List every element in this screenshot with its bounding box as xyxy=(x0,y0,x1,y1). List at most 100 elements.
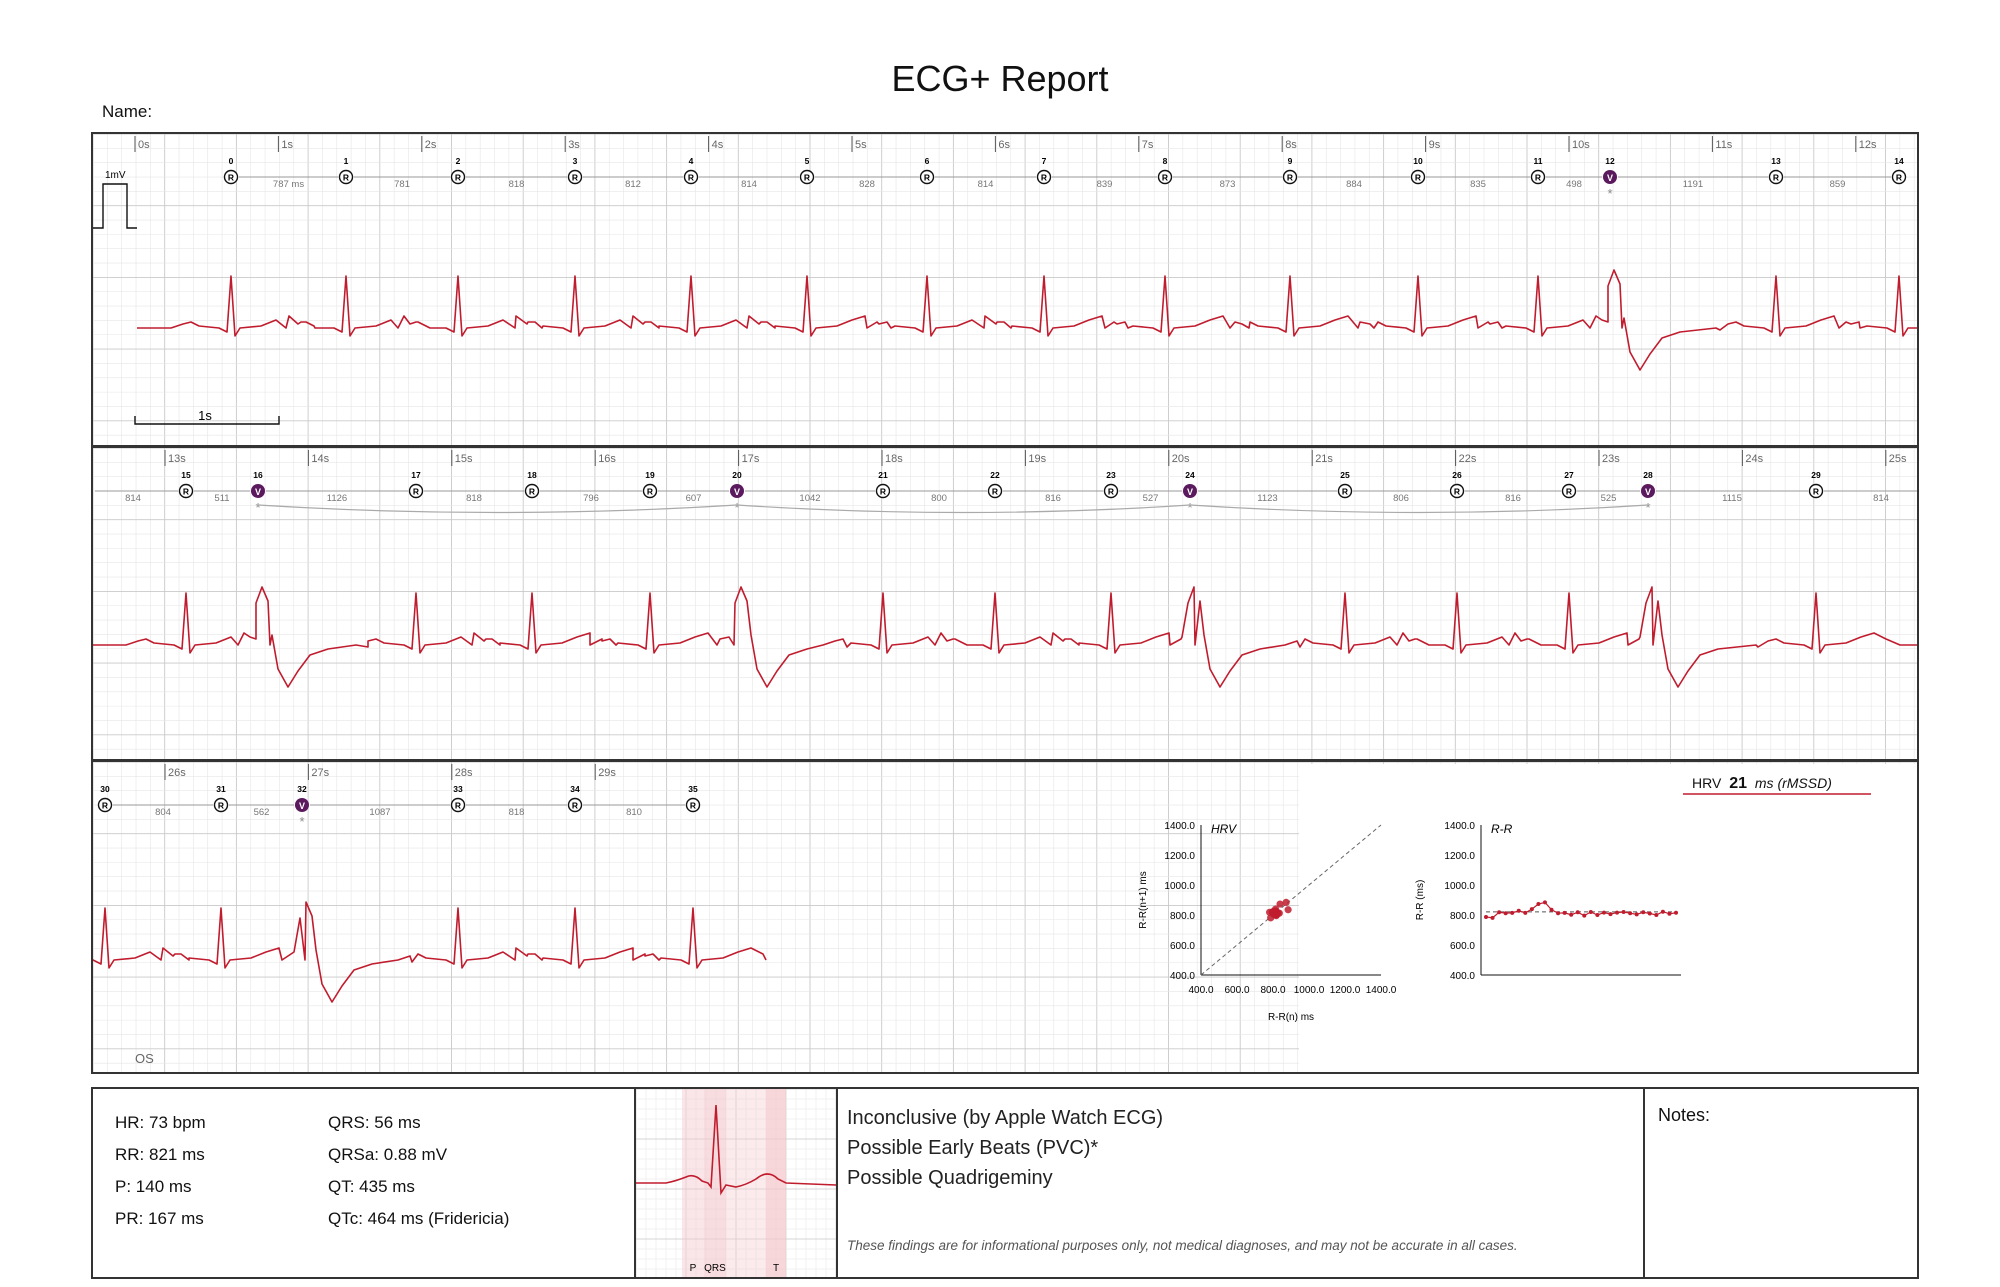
beat-number: 17 xyxy=(411,470,421,480)
beat-number: 28 xyxy=(1643,470,1653,480)
poincare-x-tick: 600.0 xyxy=(1224,985,1249,996)
beat-type: V xyxy=(299,801,305,811)
beat-type: R xyxy=(1535,173,1541,183)
identity-line xyxy=(1200,824,1382,976)
second-label: 9s xyxy=(1429,139,1441,151)
beat-number: 2 xyxy=(456,156,461,166)
beat-type: V xyxy=(1187,487,1193,497)
notes-label: Notes: xyxy=(1658,1105,1711,1125)
rr-point xyxy=(1510,910,1515,915)
interval-label: 804 xyxy=(155,807,171,818)
beat-type: R xyxy=(343,173,349,183)
interval-label: 787 ms xyxy=(273,179,304,190)
beat-number: 25 xyxy=(1340,470,1350,480)
ecg-trace xyxy=(93,901,767,1003)
divider xyxy=(836,1089,838,1277)
second-label: 16s xyxy=(598,453,616,465)
second-label: 0s xyxy=(138,139,150,151)
ecg-strip-2: 13s 14s 15s 16s 17s 18s 19s 20s 21s 22s 23s 24s 25s 5… xyxy=(91,446,1919,761)
beat-type: R xyxy=(1896,173,1902,183)
normal-beat-marker-icon xyxy=(875,483,891,499)
pvc-asterisk: * xyxy=(1607,186,1612,201)
rr-point xyxy=(1523,910,1528,915)
beat-number: 21 xyxy=(878,470,888,480)
second-label: 7s xyxy=(1142,139,1154,151)
rr-point xyxy=(1660,909,1665,914)
rr-point xyxy=(1615,910,1620,915)
beat-type: R xyxy=(690,801,696,811)
interval-label: 884 xyxy=(1346,179,1362,190)
beat-type: R xyxy=(804,173,810,183)
normal-beat-marker-icon xyxy=(1561,483,1577,499)
normal-beat-marker-icon xyxy=(450,797,466,813)
interval-label: 859 xyxy=(1830,179,1846,190)
rr-y-tick: 1400.0 xyxy=(1444,821,1475,832)
rr-point xyxy=(1569,912,1574,917)
beat-type: R xyxy=(455,801,461,811)
rr-point xyxy=(1601,910,1606,915)
poincare-y-tick: 1000.0 xyxy=(1164,881,1195,892)
diagnosis-line-1: Inconclusive (by Apple Watch ECG) xyxy=(847,1107,1164,1129)
second-label: 13s xyxy=(168,453,186,465)
beat-type: V xyxy=(255,487,261,497)
rr-ylabel: R-R (ms) xyxy=(1415,880,1426,921)
beat-type: R xyxy=(102,801,108,811)
normal-beat-marker-icon xyxy=(685,797,701,813)
report-title: ECG+ Report xyxy=(891,58,1109,99)
poincare-point xyxy=(1284,906,1292,914)
interval-label: 1191 xyxy=(1683,179,1703,190)
rr-point xyxy=(1582,913,1587,918)
p-region xyxy=(682,1089,704,1277)
stat-qrsa: QRSa: 0.88 mV xyxy=(328,1145,448,1164)
poincare-x-tick: 1400.0 xyxy=(1366,985,1397,996)
stat-qtc: QTc: 464 ms (Fridericia) xyxy=(328,1209,510,1228)
beat-number: 14 xyxy=(1894,156,1904,166)
interval-label: 511 xyxy=(214,493,229,504)
normal-beat-marker-icon xyxy=(1157,169,1173,185)
pvc-marker-icon xyxy=(1603,170,1617,184)
second-label: 26s xyxy=(168,767,186,779)
normal-beat-marker-icon xyxy=(1103,483,1119,499)
beat-type: V xyxy=(1607,173,1613,183)
beat-type: V xyxy=(734,487,740,497)
beat-type: R xyxy=(1454,487,1460,497)
normal-beat-marker-icon xyxy=(987,483,1003,499)
beat-number: 19 xyxy=(645,470,655,480)
normal-beat-marker-icon xyxy=(178,483,194,499)
interval-label: 812 xyxy=(625,179,641,190)
second-label: 15s xyxy=(455,453,473,465)
average-beat-label-qrs: QRS xyxy=(704,1263,726,1274)
average-beat-chart: P QRS T xyxy=(636,1089,836,1277)
interval-label: 527 xyxy=(1143,493,1159,504)
second-label: 11s xyxy=(1715,139,1732,151)
rr-point xyxy=(1621,910,1626,914)
rr-y-tick: 1200.0 xyxy=(1444,851,1475,862)
hrv-summary-value: 21 xyxy=(1729,775,1747,792)
interval-label: 525 xyxy=(1601,493,1617,504)
second-label: 25s xyxy=(1889,453,1907,465)
os-label: OS xyxy=(135,1051,154,1066)
summary-panel: HR: 73 bpm RR: 821 ms P: 140 ms PR: 167 … xyxy=(91,1087,1919,1279)
poincare-x-tick: 800.0 xyxy=(1260,985,1285,996)
beat-number: 22 xyxy=(990,470,1000,480)
beat-type: R xyxy=(1287,173,1293,183)
second-label: 24s xyxy=(1745,453,1763,465)
beat-type: R xyxy=(228,173,234,183)
rr-point xyxy=(1490,915,1495,920)
beat-type: R xyxy=(572,173,578,183)
beat-number: 20 xyxy=(732,470,742,480)
quadrigeminy-arc xyxy=(1189,504,1649,514)
beat-number: 8 xyxy=(1163,156,1168,166)
normal-beat-marker-icon xyxy=(408,483,424,499)
quadrigeminy-arc xyxy=(257,504,738,514)
beat-number: 7 xyxy=(1042,156,1047,166)
second-label: 10s xyxy=(1572,139,1590,151)
rr-y-tick: 1000.0 xyxy=(1444,881,1475,892)
normal-beat-marker-icon xyxy=(97,797,113,813)
normal-beat-marker-icon xyxy=(1891,169,1907,185)
hrv-summary: HRV 21 ms (rMSSD) xyxy=(1692,775,1832,793)
second-label: 3s xyxy=(568,139,580,151)
normal-beat-marker-icon xyxy=(1337,483,1353,499)
normal-beat-marker-icon xyxy=(919,169,935,185)
ecg-trace xyxy=(93,586,1917,688)
